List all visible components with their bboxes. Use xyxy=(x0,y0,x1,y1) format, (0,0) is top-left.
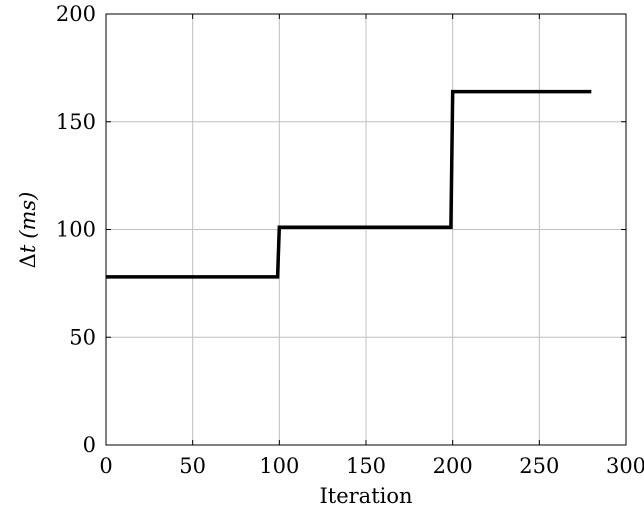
y-tick-label: 0 xyxy=(83,433,96,457)
x-tick-label: 200 xyxy=(433,454,473,478)
y-axis-label-symbol: t xyxy=(16,244,40,253)
x-tick-label: 100 xyxy=(259,454,299,478)
y-tick-label: 100 xyxy=(56,218,96,242)
x-tick-label: 0 xyxy=(99,454,112,478)
grid xyxy=(105,13,627,446)
y-tick-label: 50 xyxy=(69,325,96,349)
x-tick-label: 300 xyxy=(606,454,644,478)
series-line xyxy=(106,89,592,279)
y-tick-labels: 0 50 100 150 200 xyxy=(56,2,96,457)
y-axis-label-unit: (ms) xyxy=(16,192,40,239)
x-tick-label: 150 xyxy=(346,454,386,478)
x-axis-label: Iteration xyxy=(319,484,412,508)
y-axis-label: Δt (ms) xyxy=(16,192,40,269)
x-tick-label: 250 xyxy=(519,454,559,478)
y-tick-label: 150 xyxy=(56,110,96,134)
y-axis-label-prefix: Δ xyxy=(16,253,40,268)
y-tick-label: 200 xyxy=(56,2,96,26)
series-group xyxy=(106,89,592,279)
x-tick-label: 50 xyxy=(179,454,206,478)
ticks xyxy=(105,13,627,446)
x-tick-labels: 0 50 100 150 200 250 300 xyxy=(99,454,644,478)
